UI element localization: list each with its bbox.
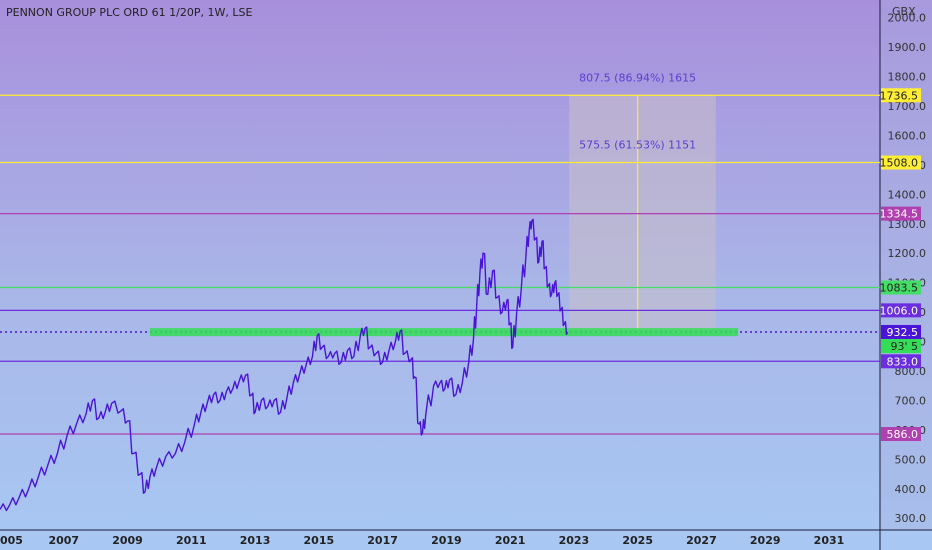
price-tag-label: 1083.5 xyxy=(880,282,919,295)
time-tick-label: 2009 xyxy=(112,534,143,547)
price-tick-label: 1200.0 xyxy=(888,247,927,260)
price-tag-bg xyxy=(881,206,921,221)
chart-title: PENNON GROUP PLC ORD 61 1/20P, 1W, LSE xyxy=(6,6,253,19)
price-tick-label: 500.0 xyxy=(895,453,927,466)
time-tick-label: 2021 xyxy=(495,534,526,547)
time-tick-label: 2023 xyxy=(559,534,590,547)
series-layer xyxy=(0,218,569,512)
price-tag-bg xyxy=(881,303,921,318)
support-zone[interactable] xyxy=(149,328,739,337)
currency-label: GBX xyxy=(892,5,916,18)
price-tick-label: 300.0 xyxy=(895,512,927,525)
time-tick-label: 2027 xyxy=(686,534,717,547)
price-tag-bg xyxy=(881,280,921,295)
price-tag-label: 1736.5 xyxy=(880,89,919,102)
price-tag-bg xyxy=(881,427,921,442)
price-tag-label: 932.5 xyxy=(887,326,919,339)
price-tick-label: 1800.0 xyxy=(888,71,927,84)
time-tick-label: 2019 xyxy=(431,534,462,547)
price-tag-bg xyxy=(881,88,921,103)
time-tick-label: 2015 xyxy=(304,534,335,547)
price-tag-label: 1006.0 xyxy=(880,304,919,317)
price-tick-label: 1300.0 xyxy=(888,218,927,231)
price-tag-bg xyxy=(881,324,921,339)
time-tick-label: 2013 xyxy=(240,534,271,547)
price-tick-label: 400.0 xyxy=(895,483,927,496)
projection-annotation: 575.5 (61.53%) 1151 xyxy=(579,139,696,152)
support-zone-tag-label: 93' 5 xyxy=(890,340,918,353)
price-tick-label: 1400.0 xyxy=(888,188,927,201)
projection-annotation: 807.5 (86.94%) 1615 xyxy=(579,71,696,84)
price-tag-label: 1334.5 xyxy=(880,208,919,221)
price-tag-bg xyxy=(881,354,921,369)
price-tag-label: 1508.0 xyxy=(880,157,919,170)
time-tick-label: 2031 xyxy=(814,534,845,547)
support-zone-tag-bg xyxy=(881,339,921,354)
time-tick-label: 2025 xyxy=(622,534,653,547)
price-tick-label: 700.0 xyxy=(895,394,927,407)
time-axis[interactable]: 005 2007 2009 2011 2013 2015 2017 2019 2021 2023 2… xyxy=(0,534,844,547)
time-tick-label: 2017 xyxy=(367,534,398,547)
price-tick-label: 2000.0 xyxy=(888,12,927,25)
price-tag-bg xyxy=(881,155,921,170)
time-tick-label: 2007 xyxy=(48,534,79,547)
time-tick-label: 005 xyxy=(0,534,23,547)
projection-layer: 807.5 (86.94%) 1615 575.5 (61.53%) 1151 xyxy=(569,71,716,332)
price-tick-label: 1600.0 xyxy=(888,129,927,142)
price-tick-label: 1900.0 xyxy=(888,41,927,54)
price-tag-label: 586.0 xyxy=(887,428,919,441)
price-tick-label: 1700.0 xyxy=(888,100,927,113)
price-tag-label: 833.0 xyxy=(887,355,919,368)
time-tick-label: 2029 xyxy=(750,534,781,547)
horizontal-lines-layer xyxy=(0,94,880,435)
time-tick-label: 2011 xyxy=(176,534,207,547)
price-tags-layer: 1736.5 1508.0 1334.5 1083.5 1006.0 932.5 833.0… xyxy=(880,88,921,442)
support-zone-layer xyxy=(149,328,739,337)
price-series-line[interactable] xyxy=(0,218,569,512)
